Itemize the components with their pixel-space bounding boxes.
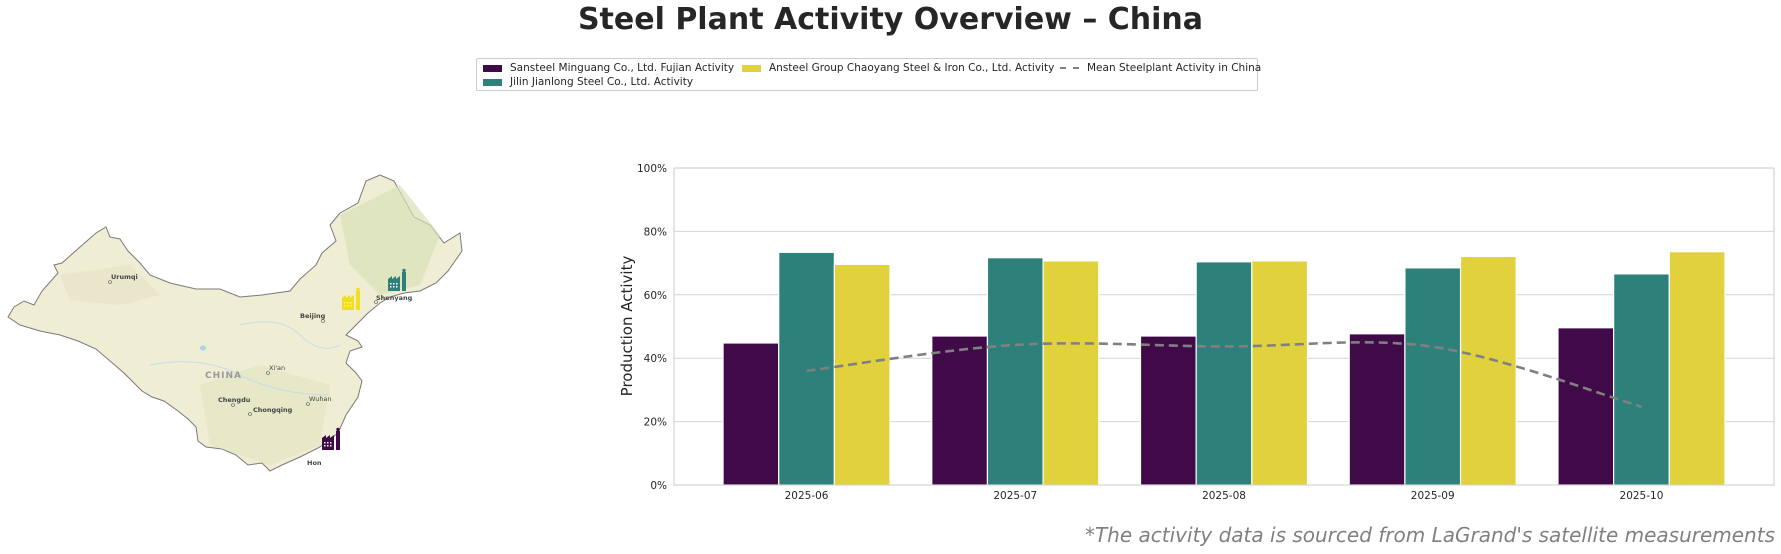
terrain-shading [340, 185, 440, 295]
y-tick-label: 80% [644, 226, 667, 238]
terrain-shading [200, 365, 330, 465]
river [239, 321, 341, 349]
y-tick-label: 100% [637, 163, 667, 175]
bar-sansteel-2025-08 [1139, 335, 1197, 486]
city-label-urumqi: Urumqi [111, 273, 138, 281]
factory-icon[interactable] [342, 287, 360, 310]
y-tick-label: 60% [644, 290, 667, 302]
bar-sansteel-2025-09 [1348, 333, 1406, 486]
bar-ansteel-2025-09 [1459, 255, 1517, 486]
china-map: Urumqi Beijing Shenyang Xi'an Chengdu Ch… [0, 165, 470, 495]
country-label: CHINA [205, 371, 242, 381]
bar-sansteel-2025-06 [722, 342, 780, 486]
city-label-chongqing: Chongqing [253, 406, 293, 414]
x-tick-label: 2025-08 [1202, 490, 1246, 502]
y-tick-label: 40% [644, 353, 667, 365]
legend-item-sansteel: Sansteel Minguang Co., Ltd. Fujian Activ… [483, 62, 734, 74]
factory-icon[interactable] [322, 427, 340, 450]
city-label-chengdu: Chengdu [218, 396, 251, 404]
city-label-wuhan: Wuhan [309, 395, 332, 403]
city-label-shenyang: Shenyang [376, 294, 413, 302]
x-tick-label: 2025-06 [785, 490, 829, 502]
city-label-xian: Xi'an [269, 364, 285, 372]
axes-frame [673, 167, 1775, 486]
legend-swatch-ansteel [742, 64, 761, 72]
footnote: *The activity data is sourced from LaGra… [1084, 523, 1775, 547]
x-tick-label: 2025-10 [1620, 490, 1664, 502]
legend-label: Sansteel Minguang Co., Ltd. Fujian Activ… [510, 62, 735, 74]
factory-icon[interactable] [388, 268, 406, 291]
legend-label: Mean Steelplant Activity in China [1087, 62, 1262, 74]
y-tick-label: 20% [644, 417, 667, 429]
legend-item-ansteel: Ansteel Group Chaoyang Steel & Iron Co.,… [742, 62, 1054, 74]
legend-item-jilin: Jilin Jianlong Steel Co., Ltd. Activity [483, 76, 693, 88]
bar-ansteel-2025-06 [833, 263, 891, 486]
bar-ansteel-2025-08 [1251, 260, 1309, 486]
legend-swatch-jilin [483, 78, 502, 86]
bar-sansteel-2025-10 [1557, 327, 1615, 486]
city-label-beijing: Beijing [300, 312, 326, 320]
river [149, 361, 331, 396]
y-tick-label: 0% [650, 480, 667, 492]
bar-jilin-2025-07 [986, 257, 1044, 486]
y-axis-label: Production Activity [618, 256, 636, 397]
legend-label: Jilin Jianlong Steel Co., Ltd. Activity [510, 76, 694, 88]
bar-jilin-2025-08 [1195, 261, 1253, 486]
mean-activity-line [806, 341, 1642, 408]
bar-jilin-2025-09 [1404, 267, 1462, 486]
legend-dash-mean [1060, 67, 1079, 69]
bar-chart: 0% 20% 40% 60% 80% 100% 2025-06 2025-07 2025-08 2… [618, 163, 1775, 502]
x-tick-label: 2025-07 [993, 490, 1037, 502]
x-tick-label: 2025-09 [1411, 490, 1455, 502]
legend-item-mean: Mean Steelplant Activity in China [1060, 62, 1261, 74]
bar-ansteel-2025-07 [1042, 260, 1100, 486]
chart-legend: Sansteel Minguang Co., Ltd. Fujian Activ… [476, 58, 1261, 91]
bar-sansteel-2025-07 [931, 335, 989, 486]
page-title: Steel Plant Activity Overview – China [577, 2, 1204, 37]
lake [200, 345, 206, 351]
city-label-hongkong: Hon [307, 459, 322, 467]
terrain-shading [60, 265, 160, 305]
bar-ansteel-2025-10 [1668, 251, 1726, 486]
bar-jilin-2025-10 [1613, 273, 1670, 486]
legend-label: Ansteel Group Chaoyang Steel & Iron Co.,… [769, 62, 1055, 74]
legend-swatch-sansteel [483, 64, 502, 72]
